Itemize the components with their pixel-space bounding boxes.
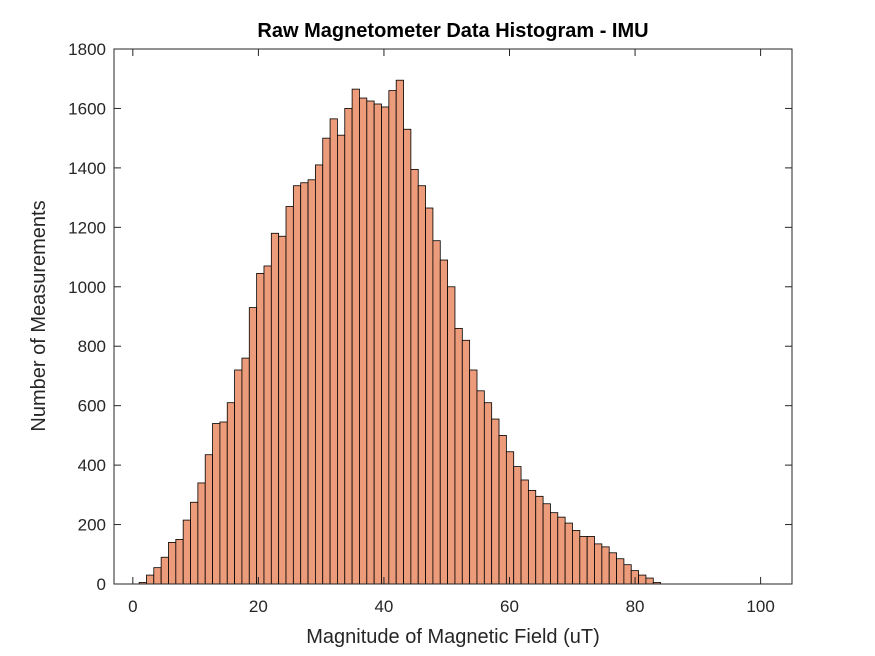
histogram-bar <box>197 482 206 585</box>
histogram-bar <box>307 179 316 585</box>
histogram-bar <box>417 185 426 585</box>
histogram-bar <box>300 182 309 585</box>
histogram-bar <box>623 564 632 585</box>
histogram-bar <box>572 530 581 585</box>
histogram-bar <box>344 108 353 585</box>
histogram-bar <box>439 259 449 585</box>
histogram-bar <box>594 543 603 585</box>
histogram-bar <box>395 79 404 585</box>
y-tick-label: 1200 <box>68 218 106 237</box>
histogram-bar <box>403 128 412 585</box>
histogram-bar <box>366 100 375 585</box>
histogram-bar <box>432 240 441 585</box>
histogram-bar <box>373 103 382 585</box>
histogram-bar <box>410 168 419 585</box>
histogram-bar <box>248 307 258 585</box>
axes-box <box>113 48 793 585</box>
histogram-bar <box>498 434 507 585</box>
histogram-bar <box>322 137 331 585</box>
histogram-bar <box>505 451 515 585</box>
histogram-bar <box>535 495 544 585</box>
x-tick-label: 100 <box>746 597 774 616</box>
y-tick-label: 600 <box>78 397 106 416</box>
histogram-bar <box>234 369 243 585</box>
histogram-bar <box>542 503 551 585</box>
histogram-bar <box>461 339 471 585</box>
histogram-bar <box>586 536 595 585</box>
histogram-bar <box>146 574 155 585</box>
x-tick-label: 80 <box>626 597 645 616</box>
histogram-bar <box>285 206 294 585</box>
y-tick-label: 200 <box>78 516 106 535</box>
x-axis-label: Magnitude of Magnetic Field (uT) <box>306 626 599 648</box>
histogram-bar <box>219 421 228 585</box>
bars-group <box>138 79 662 585</box>
histogram-bar <box>226 402 235 585</box>
histogram-bar <box>454 327 463 585</box>
histogram-bar <box>175 539 184 585</box>
histogram-bar <box>263 265 272 585</box>
histogram-bar <box>160 556 169 585</box>
histogram-bar <box>388 90 397 585</box>
histogram-bar <box>329 118 338 585</box>
histogram-bar <box>491 418 500 585</box>
histogram-bar <box>190 501 199 585</box>
histogram-bar <box>447 286 456 585</box>
histogram-bar <box>351 88 360 585</box>
x-tick-label: 20 <box>249 597 268 616</box>
histogram-bar <box>204 454 213 585</box>
histogram-bar <box>212 423 221 585</box>
histogram-bar <box>476 390 485 585</box>
histogram-bar <box>153 567 162 585</box>
y-tick-label: 1800 <box>68 40 106 59</box>
histogram-bar <box>278 235 287 585</box>
y-tick-label: 400 <box>78 456 106 475</box>
histogram-bar <box>469 369 478 585</box>
histogram-bar <box>550 512 559 585</box>
y-tick-label: 800 <box>78 337 106 356</box>
histogram-bar <box>564 522 573 585</box>
y-tick-label: 1000 <box>68 278 106 297</box>
y-axis-label: Number of Measurements <box>28 200 50 431</box>
y-tick-label: 1400 <box>68 159 106 178</box>
histogram-bar <box>256 272 265 585</box>
histogram-bar <box>638 574 647 585</box>
histogram-bar <box>483 402 493 585</box>
x-tick-label: 40 <box>374 597 393 616</box>
histogram-bar <box>557 516 566 585</box>
histogram-bar <box>241 357 250 585</box>
histogram-bar <box>513 466 522 585</box>
histogram-bar <box>520 479 529 585</box>
histogram-bar <box>168 541 177 585</box>
histogram-bar <box>579 536 588 585</box>
y-tick-label: 0 <box>97 575 106 594</box>
histogram-bar <box>314 164 324 585</box>
histogram-bar <box>601 546 610 585</box>
histogram-bar <box>645 577 654 585</box>
histogram-bar <box>359 97 368 585</box>
histogram-bar <box>337 134 346 585</box>
histogram-bar <box>616 558 625 585</box>
x-tick-label: 0 <box>128 597 137 616</box>
histogram-bar <box>292 185 302 585</box>
y-tick-label: 1600 <box>68 99 106 118</box>
histogram-bar <box>425 207 434 585</box>
histogram-bar <box>182 519 191 585</box>
histogram-bar <box>608 552 617 585</box>
histogram-bar <box>528 489 537 585</box>
x-tick-label: 60 <box>500 597 519 616</box>
histogram-bar <box>270 232 280 585</box>
chart-title: Raw Magnetometer Data Histogram - IMU <box>257 20 648 42</box>
histogram-bar <box>381 106 390 585</box>
